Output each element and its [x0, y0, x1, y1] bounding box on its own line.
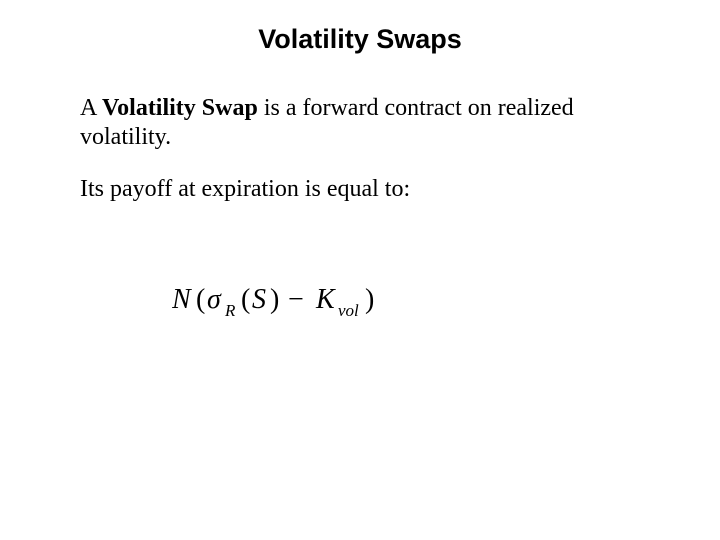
formula-sigma: σ: [207, 284, 222, 315]
paragraph-payoff: Its payoff at expiration is equal to:: [80, 175, 640, 204]
p1-prefix: A: [80, 95, 102, 121]
formula-sub-vol: vol: [338, 301, 359, 320]
formula-close-paren: ): [365, 284, 374, 315]
paragraph-definition: A Volatility Swap is a forward contract …: [80, 94, 640, 153]
formula-inner-close: ): [270, 284, 279, 315]
p1-bold-term: Volatility Swap: [102, 95, 258, 121]
formula-minus: −: [288, 284, 304, 315]
formula-sub-R: R: [224, 301, 236, 320]
slide-title-region: Volatility Swaps: [0, 24, 720, 55]
formula-inner-open: (: [241, 284, 250, 315]
slide-container: Volatility Swaps A Volatility Swap is a …: [0, 0, 720, 540]
formula-N: N: [172, 284, 192, 315]
slide-title: Volatility Swaps: [258, 24, 462, 54]
formula-S: S: [252, 284, 266, 315]
slide-body: A Volatility Swap is a forward contract …: [80, 94, 640, 204]
formula-open-paren: (: [196, 284, 205, 315]
formula-K: K: [315, 284, 336, 315]
payoff-formula: N ( σ R ( S ) − K vol ): [172, 278, 462, 322]
formula-svg: N ( σ R ( S ) − K vol ): [172, 278, 462, 322]
